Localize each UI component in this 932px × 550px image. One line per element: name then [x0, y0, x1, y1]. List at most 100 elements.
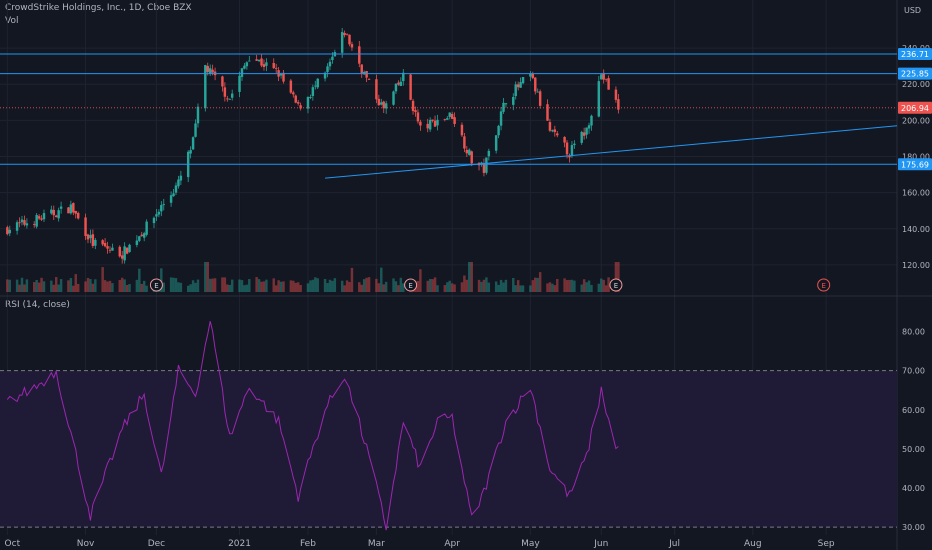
volume-bar [140, 283, 143, 292]
volume-bar [448, 280, 451, 292]
candle-body [494, 135, 498, 151]
candle-body [72, 203, 75, 213]
volume-bar [465, 279, 469, 292]
volume-bar [392, 278, 395, 292]
candle-body [582, 132, 586, 136]
candle-body [614, 89, 618, 100]
volume-bar [428, 279, 432, 292]
volume-bar [255, 277, 258, 292]
candle-body [345, 33, 349, 35]
volume-bar [40, 277, 43, 292]
volume-bar [348, 281, 351, 292]
candle-body [260, 58, 263, 66]
volume-bar [211, 278, 214, 292]
time-tick-label: Apr [444, 539, 460, 549]
candle-body [123, 246, 126, 261]
rsi-tick-label: 50.00 [902, 445, 925, 454]
volume-bar [35, 279, 38, 292]
volume-bar [260, 281, 263, 292]
candle-body [59, 206, 63, 209]
candle-body [446, 118, 449, 120]
volume-bar [226, 284, 229, 292]
candle-body [362, 71, 366, 75]
candle-body [392, 91, 395, 105]
candle-body [240, 68, 244, 77]
volume-bar [174, 278, 178, 292]
candle-body [69, 204, 73, 214]
candle-body [296, 102, 300, 104]
candle-body [128, 244, 131, 253]
volume-bar [309, 280, 312, 292]
volume-bar [125, 285, 129, 292]
time-tick-label: Nov [77, 539, 95, 549]
rsi-tick-label: 40.00 [902, 484, 925, 493]
volume-bar [328, 279, 332, 292]
candle-body [76, 212, 80, 219]
volume-bar [416, 280, 420, 292]
candle-body [497, 125, 500, 136]
volume-bar [365, 277, 368, 292]
candle-body [548, 122, 552, 131]
volume-bar [382, 284, 385, 292]
candle-body [226, 98, 229, 100]
volume-bar [177, 282, 180, 292]
candle-body [553, 129, 557, 133]
candle-body [570, 145, 574, 157]
candle-body [521, 77, 525, 84]
candle-body [282, 72, 285, 82]
candle-body [382, 101, 385, 109]
volume-bar [206, 262, 209, 292]
time-tick-label: Sep [818, 539, 835, 549]
candle-body [443, 119, 447, 120]
rsi-band [0, 370, 897, 528]
volume-bar [436, 285, 439, 292]
candle-body [314, 85, 317, 87]
candle-body [516, 84, 520, 88]
volume-bar [230, 279, 234, 292]
volume-bar [76, 283, 80, 292]
candle-body [482, 162, 486, 173]
candle-body [394, 83, 398, 92]
volume-bar [20, 277, 24, 292]
volume-bar [118, 279, 121, 292]
volume-bar [580, 284, 583, 292]
candle-body [245, 62, 249, 67]
volume-bar [446, 282, 449, 292]
volume-bar [323, 278, 327, 292]
volume-bar [570, 279, 574, 292]
candle-body [563, 136, 566, 143]
level-label-box [898, 48, 932, 61]
volume-bar [402, 283, 405, 292]
volume-bar [375, 278, 378, 292]
candle-body [111, 247, 114, 251]
price-tick-label: 180.00 [902, 152, 930, 161]
candle-body [602, 72, 605, 80]
candle-body [580, 131, 583, 143]
volume-bar [482, 279, 486, 292]
candle-body [160, 205, 163, 212]
volume-bar [172, 277, 175, 292]
volume-bar [74, 274, 77, 292]
candle-body [453, 117, 456, 124]
candles [6, 28, 620, 264]
candle-body [145, 221, 148, 235]
candle-body [531, 73, 535, 79]
candle-body [228, 98, 231, 100]
candle-body [108, 249, 112, 251]
candle-body [152, 217, 156, 224]
volume-bar [32, 282, 36, 292]
volume-bar [360, 284, 363, 292]
volume-bar [394, 281, 398, 292]
candle-body [223, 87, 227, 97]
volume-bar [272, 278, 275, 292]
volume-bar [602, 279, 605, 292]
candle-body [568, 155, 571, 158]
candle-body [18, 222, 21, 224]
candle-body [538, 91, 542, 106]
time-tick-label: Aug [744, 539, 762, 549]
candle-body [585, 127, 588, 135]
volume-bar [54, 277, 58, 292]
candle-body [411, 100, 415, 112]
volume-bar [607, 277, 610, 292]
